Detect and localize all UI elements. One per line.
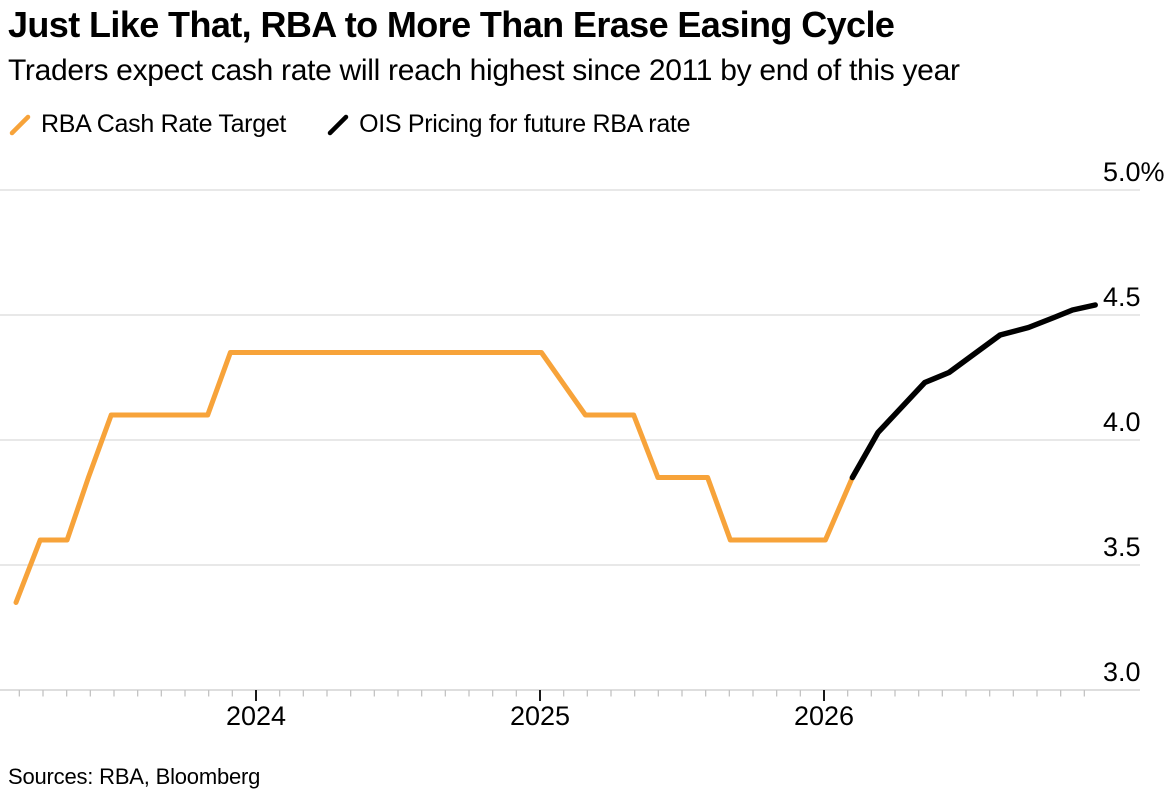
series-line-ois-pricing bbox=[849, 302, 1098, 481]
sources-note: Sources: RBA, Bloomberg bbox=[8, 764, 261, 789]
y-axis-label: 4.0 bbox=[1103, 407, 1141, 437]
orange-slash-icon bbox=[9, 114, 31, 135]
y-axis-label: 4.5 bbox=[1103, 282, 1141, 312]
x-axis-year-label: 2025 bbox=[510, 701, 570, 731]
chart-title: Just Like That, RBA to More Than Erase E… bbox=[8, 4, 895, 45]
x-axis-year-label: 2024 bbox=[226, 701, 286, 731]
legend-item-rba-cash-rate: RBA Cash Rate Target bbox=[8, 110, 286, 139]
legend-item-ois-pricing: OIS Pricing for future RBA rate bbox=[326, 110, 690, 139]
legend: RBA Cash Rate Target OIS Pricing for fut… bbox=[8, 110, 690, 139]
black-slash-icon bbox=[327, 114, 349, 135]
chart-area: 2024 2025 2026 5.0% 4.5 4.0 3.5 3.0 bbox=[0, 150, 1167, 750]
legend-label: OIS Pricing for future RBA rate bbox=[359, 110, 691, 138]
series-line-rba-cash-rate bbox=[13, 350, 855, 605]
x-axis-year-label: 2026 bbox=[794, 701, 854, 731]
y-axis-label: 5.0% bbox=[1103, 157, 1165, 187]
y-axis-label: 3.5 bbox=[1103, 532, 1141, 562]
y-axis-label: 3.0 bbox=[1103, 657, 1141, 687]
legend-label: RBA Cash Rate Target bbox=[41, 110, 287, 138]
chart-subtitle: Traders expect cash rate will reach high… bbox=[8, 54, 960, 87]
line-chart: 2024 2025 2026 5.0% 4.5 4.0 3.5 3.0 bbox=[0, 157, 1165, 731]
